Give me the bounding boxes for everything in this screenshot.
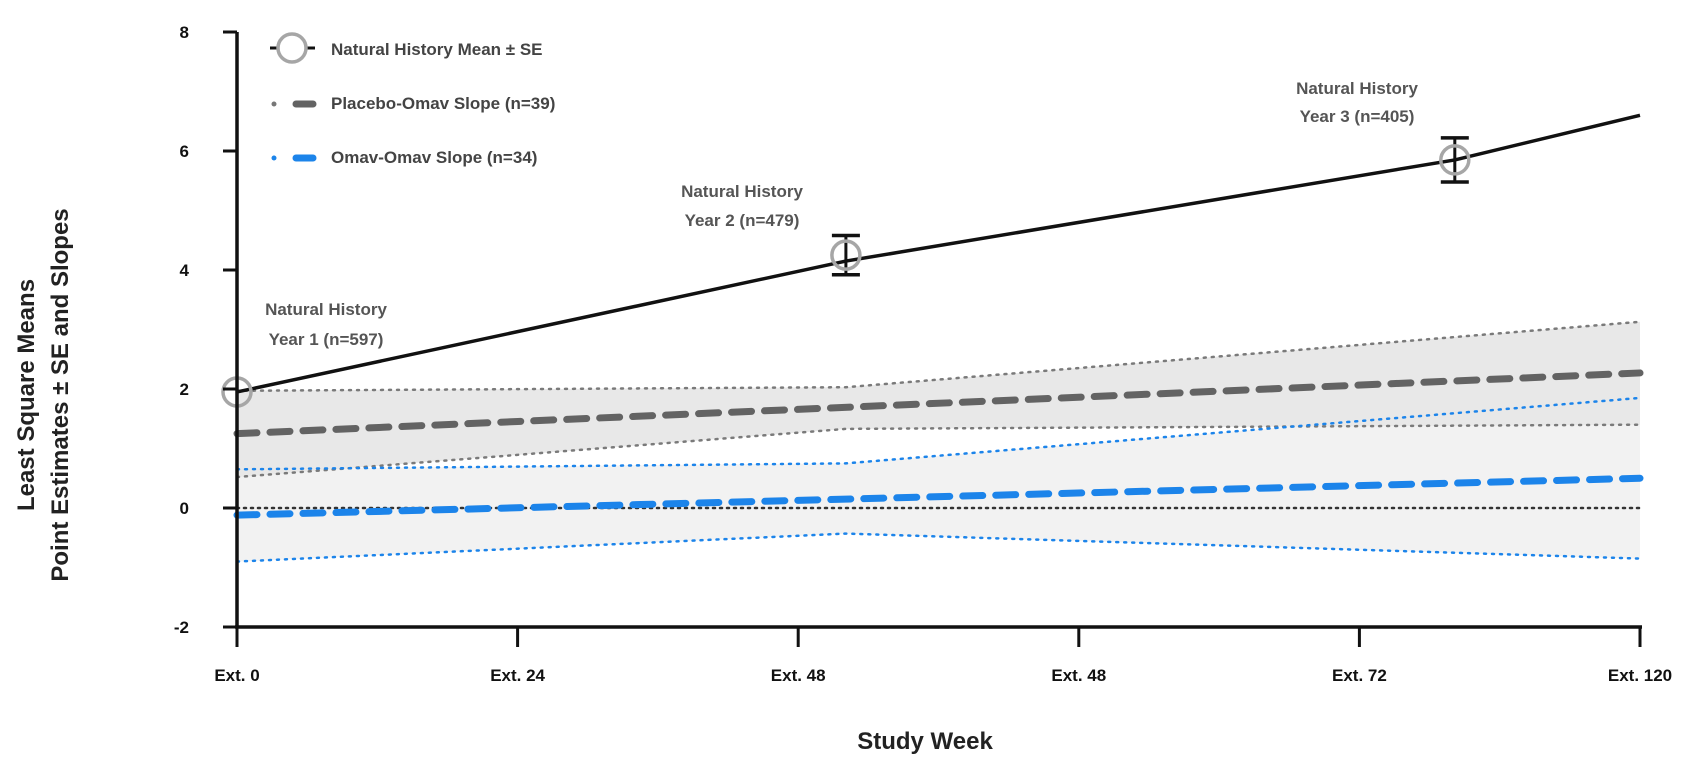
legend-placebo-dot (271, 101, 277, 107)
legend-label: Natural History Mean ± SE (331, 40, 543, 59)
omav-upper-bound-line (235, 396, 1642, 471)
axis-titles: Study Week Least Square Means Point Esti… (13, 208, 993, 755)
y-tick-label: 8 (180, 23, 189, 42)
y-tick-label: 6 (180, 142, 189, 161)
y-axis-title-line2: Point Estimates ± SE and Slopes (47, 208, 74, 581)
y-tick-label: -2 (174, 618, 189, 637)
series-layer (221, 113, 1644, 563)
annotations: Natural History Year 1 (n=597) Natural His… (265, 79, 1418, 349)
legend-label: Placebo-Omav Slope (n=39) (331, 94, 555, 113)
annotation-line2: Year 1 (n=597) (269, 330, 384, 349)
placebo-upper-bound-line (235, 320, 1642, 393)
y-tick-label: 4 (180, 261, 190, 280)
y-axis-title-line1: Least Square Means (13, 279, 40, 511)
x-tick-label: Ext. 0 (214, 666, 259, 685)
y-tick-label: 0 (180, 499, 189, 518)
legend: Natural History Mean ± SE Placebo-Omav Sl… (270, 32, 555, 167)
x-tick-label: Ext. 48 (1051, 666, 1106, 685)
natural-history-point (1439, 144, 1471, 176)
legend-natural-history-marker (276, 32, 308, 64)
legend-omav-dot (271, 155, 277, 161)
annotation-line1: Natural History (265, 300, 387, 319)
x-axis-title: Study Week (857, 728, 993, 755)
legend-label: Omav-Omav Slope (n=34) (331, 148, 537, 167)
omav-lower-bound-line (235, 532, 1642, 563)
natural-history-point (830, 239, 862, 271)
placebo-confidence-band (237, 321, 1640, 478)
y-tick-label: 2 (180, 380, 189, 399)
x-tick-label: Ext. 72 (1332, 666, 1387, 685)
placebo-slope-line (233, 369, 1644, 438)
annotation-line1: Natural History (1296, 79, 1418, 98)
axes: 8 6 4 2 0 -2 Ext. 0 Ext. 24 Ext. 48 Ext. 48 Ext. 7… (174, 23, 1672, 685)
annotation-line2: Year 2 (n=479) (685, 211, 800, 230)
x-tick-label: Ext. 24 (490, 666, 545, 685)
annotation-line2: Year 3 (n=405) (1300, 107, 1415, 126)
natural-history-line (236, 113, 1641, 394)
annotation-line1: Natural History (681, 182, 803, 201)
omav-confidence-band (237, 397, 1640, 562)
omav-slope-line (233, 474, 1644, 519)
placebo-lower-bound-line (235, 423, 1642, 479)
x-tick-label: Ext. 120 (1608, 666, 1672, 685)
x-tick-label: Ext. 48 (771, 666, 826, 685)
confidence-bands (237, 321, 1640, 562)
